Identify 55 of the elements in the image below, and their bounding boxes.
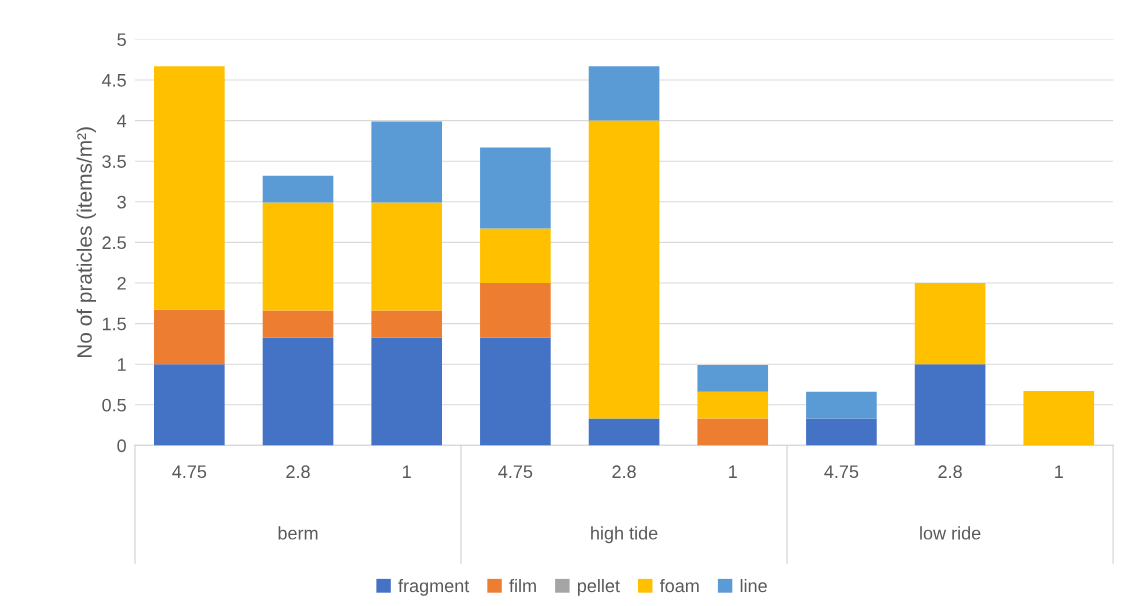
bar <box>806 418 877 446</box>
bar <box>588 66 660 121</box>
x-tick-label: 4.75 <box>172 465 207 479</box>
bar <box>1023 391 1095 446</box>
bar <box>914 364 986 446</box>
bar <box>914 283 986 365</box>
y-tick-label: 4 <box>117 114 127 128</box>
legend-label: foam <box>659 579 699 593</box>
x-tick-label: 4.75 <box>498 465 533 479</box>
y-tick-label: 0 <box>117 439 126 453</box>
bar <box>480 337 551 446</box>
bar <box>154 66 225 310</box>
bar <box>262 310 334 338</box>
y-tick-label: 4.5 <box>101 74 126 87</box>
y-tick-label: 0.5 <box>102 398 126 412</box>
x-tick-label: 2.8 <box>612 465 636 479</box>
y-tick-label: 2.5 <box>102 236 126 250</box>
x-tick-label: 4.75 <box>824 465 859 479</box>
bar <box>371 337 443 446</box>
legend-label: line <box>740 578 767 593</box>
y-tick-label: 1.5 <box>102 317 126 331</box>
y-tick-label: 3 <box>117 195 126 209</box>
bar <box>371 202 443 311</box>
bar <box>697 365 769 392</box>
y-tick-label: 3.5 <box>102 155 126 168</box>
text: low ride <box>920 526 981 540</box>
y-axis-title: No of praticles (items/m²) <box>76 127 97 358</box>
bar <box>480 283 551 338</box>
x-tick-label: 2.8 <box>938 465 962 479</box>
bar <box>806 391 877 419</box>
bar <box>697 391 769 419</box>
x-tick-label: 1 <box>1055 465 1063 478</box>
bar <box>154 364 225 446</box>
bar <box>480 228 551 283</box>
text: high tide <box>591 526 658 544</box>
bar <box>480 147 551 229</box>
legend-label: film <box>509 578 536 593</box>
bar <box>588 120 660 419</box>
x-tick-label: 1 <box>729 465 737 478</box>
x-tick-label: 2.8 <box>286 465 310 479</box>
y-tick-label: 1 <box>117 358 126 371</box>
y-tick-label: 5 <box>117 33 126 47</box>
text: berm <box>278 526 318 540</box>
bar <box>154 309 225 365</box>
y-tick-label: 2 <box>117 276 126 290</box>
bar <box>371 310 443 338</box>
bar <box>588 418 660 446</box>
legend-label: fragment <box>398 579 470 596</box>
bar <box>262 337 334 446</box>
bar <box>697 418 769 446</box>
bar <box>371 121 443 203</box>
legend-label: pellet <box>577 578 620 596</box>
x-tick-label: 1 <box>403 465 411 478</box>
bar <box>262 202 334 311</box>
bar <box>262 175 334 203</box>
